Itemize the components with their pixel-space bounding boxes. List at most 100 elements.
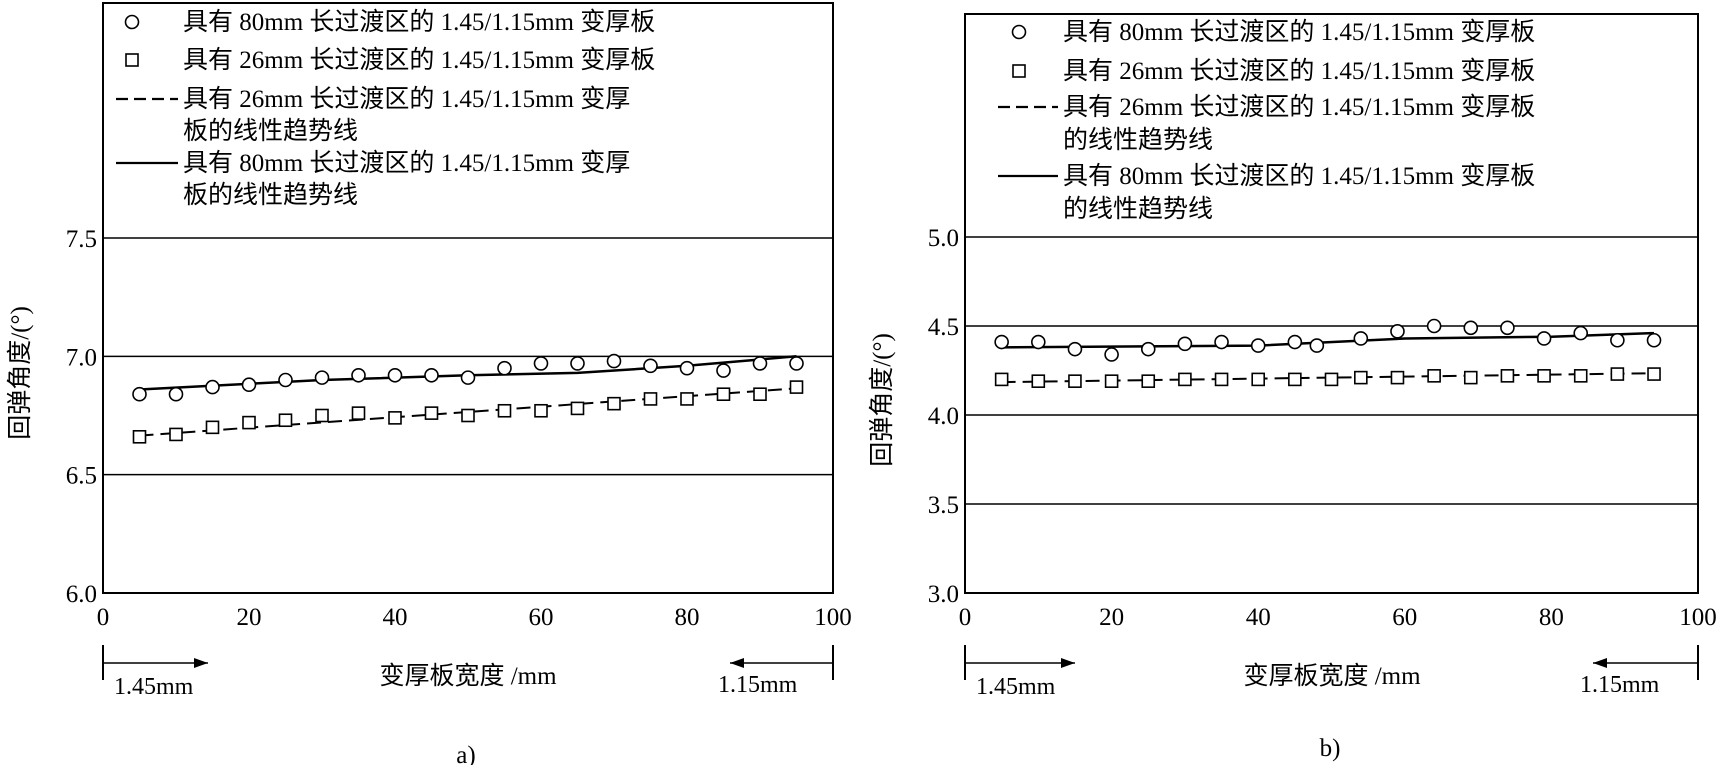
x-tick-labels: 0 20 40 60 80 100 [97,604,852,631]
point-26mm [1178,372,1192,387]
x-tick-label: 20 [237,604,262,631]
x-tick-label: 60 [529,604,554,631]
point-80mm [314,370,330,385]
legend-entry-text: 板的线性趋势线 [183,117,358,145]
point-80mm [1067,341,1083,357]
point-26mm [1647,367,1661,381]
point-26mm [169,427,183,442]
point-26mm [570,401,585,416]
thickness-indicator: 1.45mm 1.15mm [102,645,834,700]
y-axis-label: 回弹角度/(°) [6,306,34,440]
point-80mm [168,386,184,402]
point-80mm [497,360,512,376]
legend-entry-text: 具有 26mm 长过渡区的 1.45/1.15mm 变厚板 [1063,93,1535,121]
data-marks [994,318,1662,388]
point-26mm [1104,374,1119,388]
point-80mm [1031,334,1046,350]
point-26mm [1610,367,1625,381]
panel-a: 6.0 6.5 7.0 7.5 0 20 40 60 80 100 具有 80mm 长过渡区的 … [6,2,852,765]
thickness-left-label: 1.45mm [976,674,1056,700]
point-26mm [1537,369,1551,383]
point-26mm [315,408,329,423]
y-tick-label: 4.0 [928,403,959,430]
point-26mm [242,415,256,430]
point-26mm [1031,374,1046,388]
point-80mm [1573,325,1589,341]
point-26mm [1427,369,1441,383]
legend-entry-text: 的线性趋势线 [1063,126,1213,154]
point-80mm [716,363,731,378]
point-26mm [716,387,731,402]
point-80mm [1536,331,1552,346]
x-tick-label: 100 [1679,604,1717,631]
point-26mm [534,403,548,418]
point-80mm [1140,341,1156,357]
y-tick-label: 6.5 [66,463,97,490]
point-26mm [1573,369,1588,383]
point-80mm [424,367,439,383]
legend-entry-text: 具有 26mm 长过渡区的 1.45/1.15mm 变厚板 [1063,57,1535,85]
y-tick-label: 3.0 [928,581,959,608]
point-80mm [1353,331,1369,346]
point-80mm [1500,320,1515,336]
point-80mm [789,356,804,371]
point-26mm [1141,374,1156,388]
point-26mm [1251,372,1265,387]
x-axis-label: 变厚板宽度 /mm [1243,662,1421,690]
legend-entry-text: 具有 26mm 长过渡区的 1.45/1.15mm 变厚板 [183,46,655,74]
plot-frame [102,2,834,594]
point-80mm [533,356,549,371]
point-80mm [1390,324,1405,339]
point-80mm [387,367,403,383]
grid-lines [103,237,833,476]
point-26mm [1354,370,1368,385]
x-tick-label: 40 [383,604,408,631]
point-80mm [1214,334,1229,350]
y-tick-label: 6.0 [66,581,97,608]
y-tick-labels: 3.0 3.5 4.0 4.5 5.0 [928,225,959,608]
point-80mm [351,367,366,383]
x-tick-label: 0 [97,604,110,631]
point-80mm [679,360,695,376]
point-26mm [1390,370,1405,385]
y-tick-labels: 6.0 6.5 7.0 7.5 [66,226,97,608]
point-80mm [1646,332,1662,348]
point-26mm [1288,372,1302,387]
point-80mm [752,356,768,371]
y-tick-label: 4.5 [928,314,959,341]
point-80mm [1463,320,1479,336]
thickness-left-label: 1.45mm [114,674,194,700]
x-tick-label: 80 [1539,604,1564,631]
legend-circle-icon [1011,24,1027,40]
x-tick-label: 100 [814,604,852,631]
legend-square-icon [1012,64,1026,78]
point-26mm [205,420,220,435]
point-80mm [570,356,585,371]
x-tick-label: 0 [959,604,972,631]
x-tick-labels: 0 20 40 60 80 100 [959,604,1717,631]
point-80mm [994,334,1009,350]
grid-lines [965,236,1698,505]
point-26mm [351,406,366,420]
y-tick-label: 5.0 [928,225,959,252]
point-80mm [643,358,658,374]
panel-label: b) [1320,735,1341,762]
y-tick-label: 7.0 [66,344,97,371]
point-80mm [1287,334,1303,350]
point-80mm [606,353,622,369]
point-26mm [424,406,439,420]
legend-entry-text: 具有 80mm 长过渡区的 1.45/1.15mm 变厚板 [1063,18,1535,46]
point-26mm [388,411,402,425]
legend-entry-text: 具有 80mm 长过渡区的 1.45/1.15mm 变厚 [183,149,630,177]
point-80mm [205,379,220,395]
point-26mm [789,380,804,394]
point-80mm [241,377,257,393]
legend-entry-text: 板的线性趋势线 [183,181,358,209]
x-tick-label: 20 [1099,604,1124,631]
x-tick-label: 80 [675,604,700,631]
point-80mm [1250,338,1266,353]
point-80mm [1610,332,1625,348]
